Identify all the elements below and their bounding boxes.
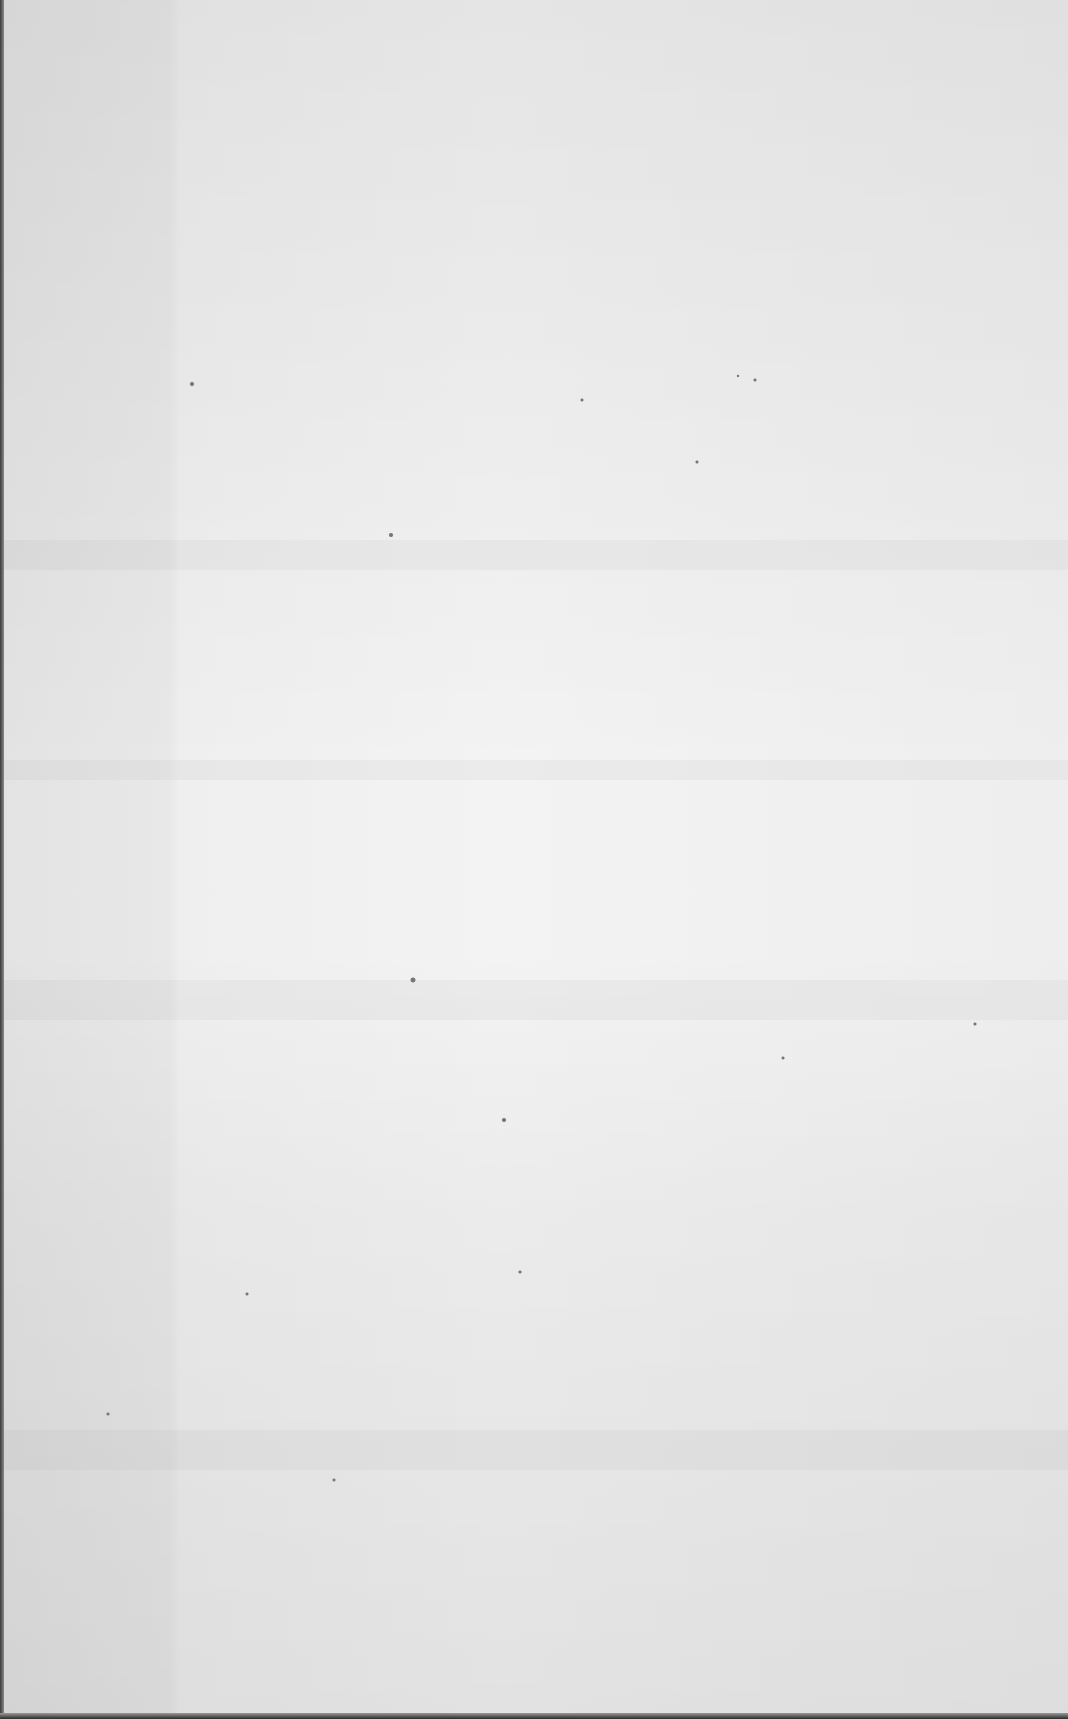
speck [245, 1292, 249, 1296]
scan-edge-bottom [0, 1713, 1068, 1719]
scan-edge-left [0, 0, 4, 1719]
speck [781, 1056, 785, 1060]
scan-band [0, 760, 1068, 780]
speck [190, 382, 194, 386]
scan-band [0, 980, 1068, 1020]
speck [973, 1022, 977, 1026]
scan-band [0, 1430, 1068, 1470]
speck [518, 1270, 522, 1274]
speck [753, 378, 757, 382]
speck [389, 533, 393, 537]
speck [580, 398, 584, 402]
speck [410, 977, 416, 983]
speck [332, 1478, 336, 1482]
speck [106, 1412, 110, 1416]
speck [736, 374, 740, 378]
speck [695, 460, 699, 464]
speck [502, 1118, 506, 1122]
scan-band [0, 540, 1068, 570]
